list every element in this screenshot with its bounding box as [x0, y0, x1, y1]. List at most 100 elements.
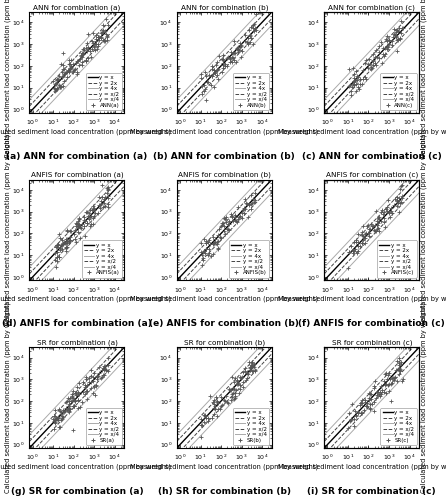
Point — [226, 226, 233, 234]
Point — [92, 36, 99, 44]
Point — [249, 366, 256, 374]
Point — [234, 378, 241, 386]
Point — [63, 243, 70, 251]
Point — [355, 86, 363, 94]
Point — [224, 225, 231, 233]
Point — [236, 212, 244, 220]
Point — [60, 70, 67, 78]
X-axis label: Measured sediment load concentration (ppm by weight): Measured sediment load concentration (pp… — [278, 296, 446, 302]
Point — [202, 414, 209, 422]
Point — [220, 55, 227, 63]
Point — [198, 82, 206, 90]
Point — [380, 218, 388, 226]
Point — [347, 242, 355, 250]
Point — [66, 68, 73, 76]
Point — [233, 44, 240, 52]
Point — [348, 84, 355, 92]
Text: (d) ANFIS for combination (a): (d) ANFIS for combination (a) — [2, 319, 152, 328]
Point — [395, 36, 402, 44]
Point — [68, 396, 75, 404]
Point — [376, 54, 383, 62]
Point — [56, 82, 63, 90]
Point — [83, 375, 90, 383]
Point — [370, 406, 377, 414]
Point — [92, 37, 99, 45]
Point — [379, 386, 386, 394]
Point — [234, 216, 241, 224]
Point — [70, 66, 78, 74]
Point — [66, 394, 73, 402]
Point — [70, 68, 77, 76]
Point — [207, 80, 214, 88]
Point — [201, 411, 208, 419]
Point — [99, 181, 106, 189]
Point — [67, 62, 74, 70]
Point — [236, 380, 244, 388]
Point — [350, 246, 357, 254]
Point — [65, 408, 72, 416]
Point — [200, 256, 207, 264]
Point — [66, 236, 74, 244]
Point — [80, 388, 87, 396]
Point — [221, 227, 228, 235]
Point — [95, 209, 102, 217]
Point — [364, 228, 372, 236]
Point — [200, 81, 207, 89]
Point — [361, 234, 368, 242]
Point — [63, 226, 70, 234]
Point — [83, 57, 90, 65]
Point — [75, 390, 83, 398]
Point — [211, 82, 218, 90]
Point — [361, 240, 368, 248]
Point — [210, 240, 217, 248]
Point — [237, 53, 244, 61]
Point — [54, 248, 61, 256]
Point — [73, 391, 80, 399]
Point — [104, 194, 112, 202]
Point — [197, 239, 204, 247]
Point — [74, 222, 81, 230]
Point — [382, 370, 389, 378]
Point — [353, 248, 360, 256]
Point — [211, 66, 218, 74]
Point — [81, 46, 88, 54]
Point — [385, 36, 392, 44]
Point — [364, 60, 372, 68]
Point — [95, 363, 103, 371]
Point — [386, 36, 393, 44]
Point — [248, 358, 255, 366]
Point — [52, 418, 59, 426]
Point — [247, 31, 254, 39]
Point — [393, 193, 400, 201]
Point — [210, 398, 217, 406]
Point — [380, 214, 387, 222]
Point — [372, 377, 379, 385]
Point — [52, 416, 59, 424]
Point — [376, 390, 383, 398]
Point — [365, 55, 372, 63]
Point — [58, 242, 65, 250]
Point — [62, 244, 69, 252]
Point — [252, 366, 259, 374]
Point — [58, 241, 66, 249]
Point — [50, 416, 57, 424]
Point — [77, 52, 84, 60]
Title: SR for combination (c): SR for combination (c) — [331, 340, 412, 346]
Point — [214, 237, 221, 245]
Point — [232, 58, 240, 66]
Point — [396, 186, 403, 194]
Point — [247, 200, 254, 208]
Point — [347, 416, 355, 424]
Point — [228, 372, 235, 380]
Point — [230, 386, 237, 394]
Point — [214, 66, 221, 74]
Point — [234, 376, 241, 384]
Point — [383, 46, 390, 54]
Point — [364, 222, 371, 230]
Point — [371, 228, 378, 235]
Point — [388, 378, 396, 386]
Point — [198, 422, 206, 430]
Point — [66, 60, 73, 68]
Point — [60, 72, 67, 80]
Point — [232, 374, 239, 382]
